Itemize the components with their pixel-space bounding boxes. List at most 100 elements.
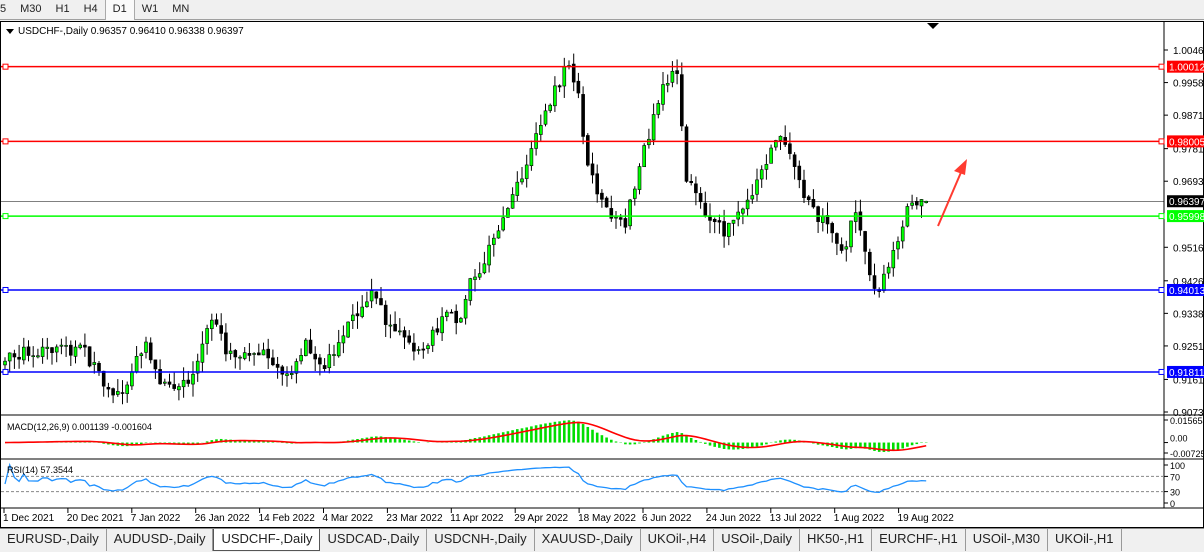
candle-body — [379, 298, 383, 306]
candle — [412, 333, 416, 361]
candle — [210, 313, 214, 341]
candle — [186, 370, 191, 387]
level-handle[interactable] — [2, 63, 9, 70]
time-tick-label: 4 Mar 2022 — [323, 513, 374, 524]
chart-tab[interactable]: UKOil-,H1 — [1048, 529, 1122, 551]
candle — [867, 248, 872, 282]
candle — [285, 366, 289, 387]
candle — [313, 346, 318, 371]
chart-tab[interactable]: HK50-,H1 — [800, 529, 873, 551]
candle — [266, 338, 271, 370]
candle-body — [628, 199, 632, 227]
chart-tab[interactable]: EURCHF-,H1 — [872, 529, 966, 551]
candle-body — [148, 342, 153, 361]
level-handle[interactable] — [1158, 138, 1165, 145]
candle — [416, 346, 421, 355]
chart-tab[interactable]: USOil-,M30 — [966, 529, 1048, 551]
candle-body — [792, 154, 797, 167]
collapse-triangle-icon[interactable] — [6, 29, 14, 34]
macd-axis-label: -0.00725 — [1170, 449, 1204, 459]
candle — [830, 221, 835, 243]
chart-tab[interactable]: EURUSD-,Daily — [0, 529, 107, 551]
candle-body — [844, 246, 849, 250]
chart-tab[interactable]: AUDUSD-,Daily — [107, 529, 214, 551]
candle-body — [172, 384, 176, 389]
level-handle[interactable] — [1158, 213, 1165, 220]
level-handle[interactable] — [2, 213, 9, 220]
timeframe-5[interactable]: 5 — [0, 3, 7, 15]
candle-body — [322, 365, 327, 370]
candle — [557, 84, 562, 93]
trend-arrow[interactable] — [937, 169, 963, 227]
candle — [73, 340, 78, 364]
candle-body — [520, 178, 524, 183]
level-handle[interactable] — [1158, 286, 1165, 293]
candle — [87, 346, 92, 368]
candle — [463, 295, 468, 325]
candle — [383, 300, 388, 338]
candle — [708, 203, 712, 234]
candle-body — [571, 63, 576, 83]
candle-body — [632, 188, 637, 199]
candle-body — [111, 388, 115, 396]
candle — [299, 348, 303, 365]
candle-body — [59, 344, 64, 347]
candle — [163, 378, 167, 387]
candle-body — [388, 324, 393, 327]
candle-body — [327, 354, 332, 369]
candle-body — [214, 319, 219, 325]
candle-body — [238, 356, 242, 359]
candle — [374, 291, 379, 305]
chart-tab[interactable]: USDCHF-,Daily — [213, 529, 321, 551]
level-handle[interactable] — [2, 368, 9, 375]
candle — [726, 222, 731, 246]
chart-tab[interactable]: XAUUSD-,Daily — [535, 529, 641, 551]
candle-body — [576, 80, 581, 94]
candle — [863, 230, 867, 265]
candle-body — [40, 346, 45, 357]
candle-body — [726, 222, 731, 237]
timeframe-m30[interactable]: M30 — [20, 3, 42, 15]
candle-body — [73, 346, 78, 357]
candle-body — [557, 85, 562, 88]
timeframe-w1[interactable]: W1 — [141, 3, 159, 15]
candle — [600, 189, 604, 208]
level-handle[interactable] — [1158, 368, 1165, 375]
candle-body — [501, 217, 506, 231]
timeframe-h4[interactable]: H4 — [83, 3, 98, 15]
candle — [130, 363, 134, 390]
candle — [421, 342, 426, 359]
level-handle[interactable] — [2, 138, 9, 145]
chart-tab[interactable]: UKOil-,H4 — [641, 529, 715, 551]
candle — [703, 191, 708, 218]
candle-body — [618, 217, 623, 220]
candle-body — [200, 343, 205, 363]
timeframe-h1[interactable]: H1 — [55, 3, 70, 15]
level-handle[interactable] — [1158, 63, 1165, 70]
timeframe-mn[interactable]: MN — [172, 3, 190, 15]
chart-tab[interactable]: USDCAD-,Daily — [320, 529, 428, 551]
shift-marker-icon[interactable] — [927, 23, 939, 29]
candle — [294, 358, 299, 384]
timeframe-d1[interactable]: D1 — [104, 0, 135, 20]
candle — [355, 301, 360, 329]
candle-body — [407, 335, 412, 343]
candle — [280, 364, 285, 386]
chart-tab[interactable]: USOil-,Daily — [714, 529, 800, 551]
level-handle[interactable] — [2, 286, 9, 293]
candle — [31, 346, 36, 368]
candle-body — [797, 165, 802, 181]
candle-body — [191, 373, 195, 385]
time-tick-label: 6 Jun 2022 — [642, 513, 692, 524]
candle — [59, 338, 64, 355]
candle-body — [308, 339, 313, 354]
candle-body — [256, 352, 261, 356]
candle — [139, 352, 144, 369]
candle-body — [186, 379, 191, 384]
candle — [148, 337, 153, 364]
chart-tab[interactable]: USDCNH-,Daily — [427, 529, 535, 551]
candle-body — [412, 342, 416, 352]
